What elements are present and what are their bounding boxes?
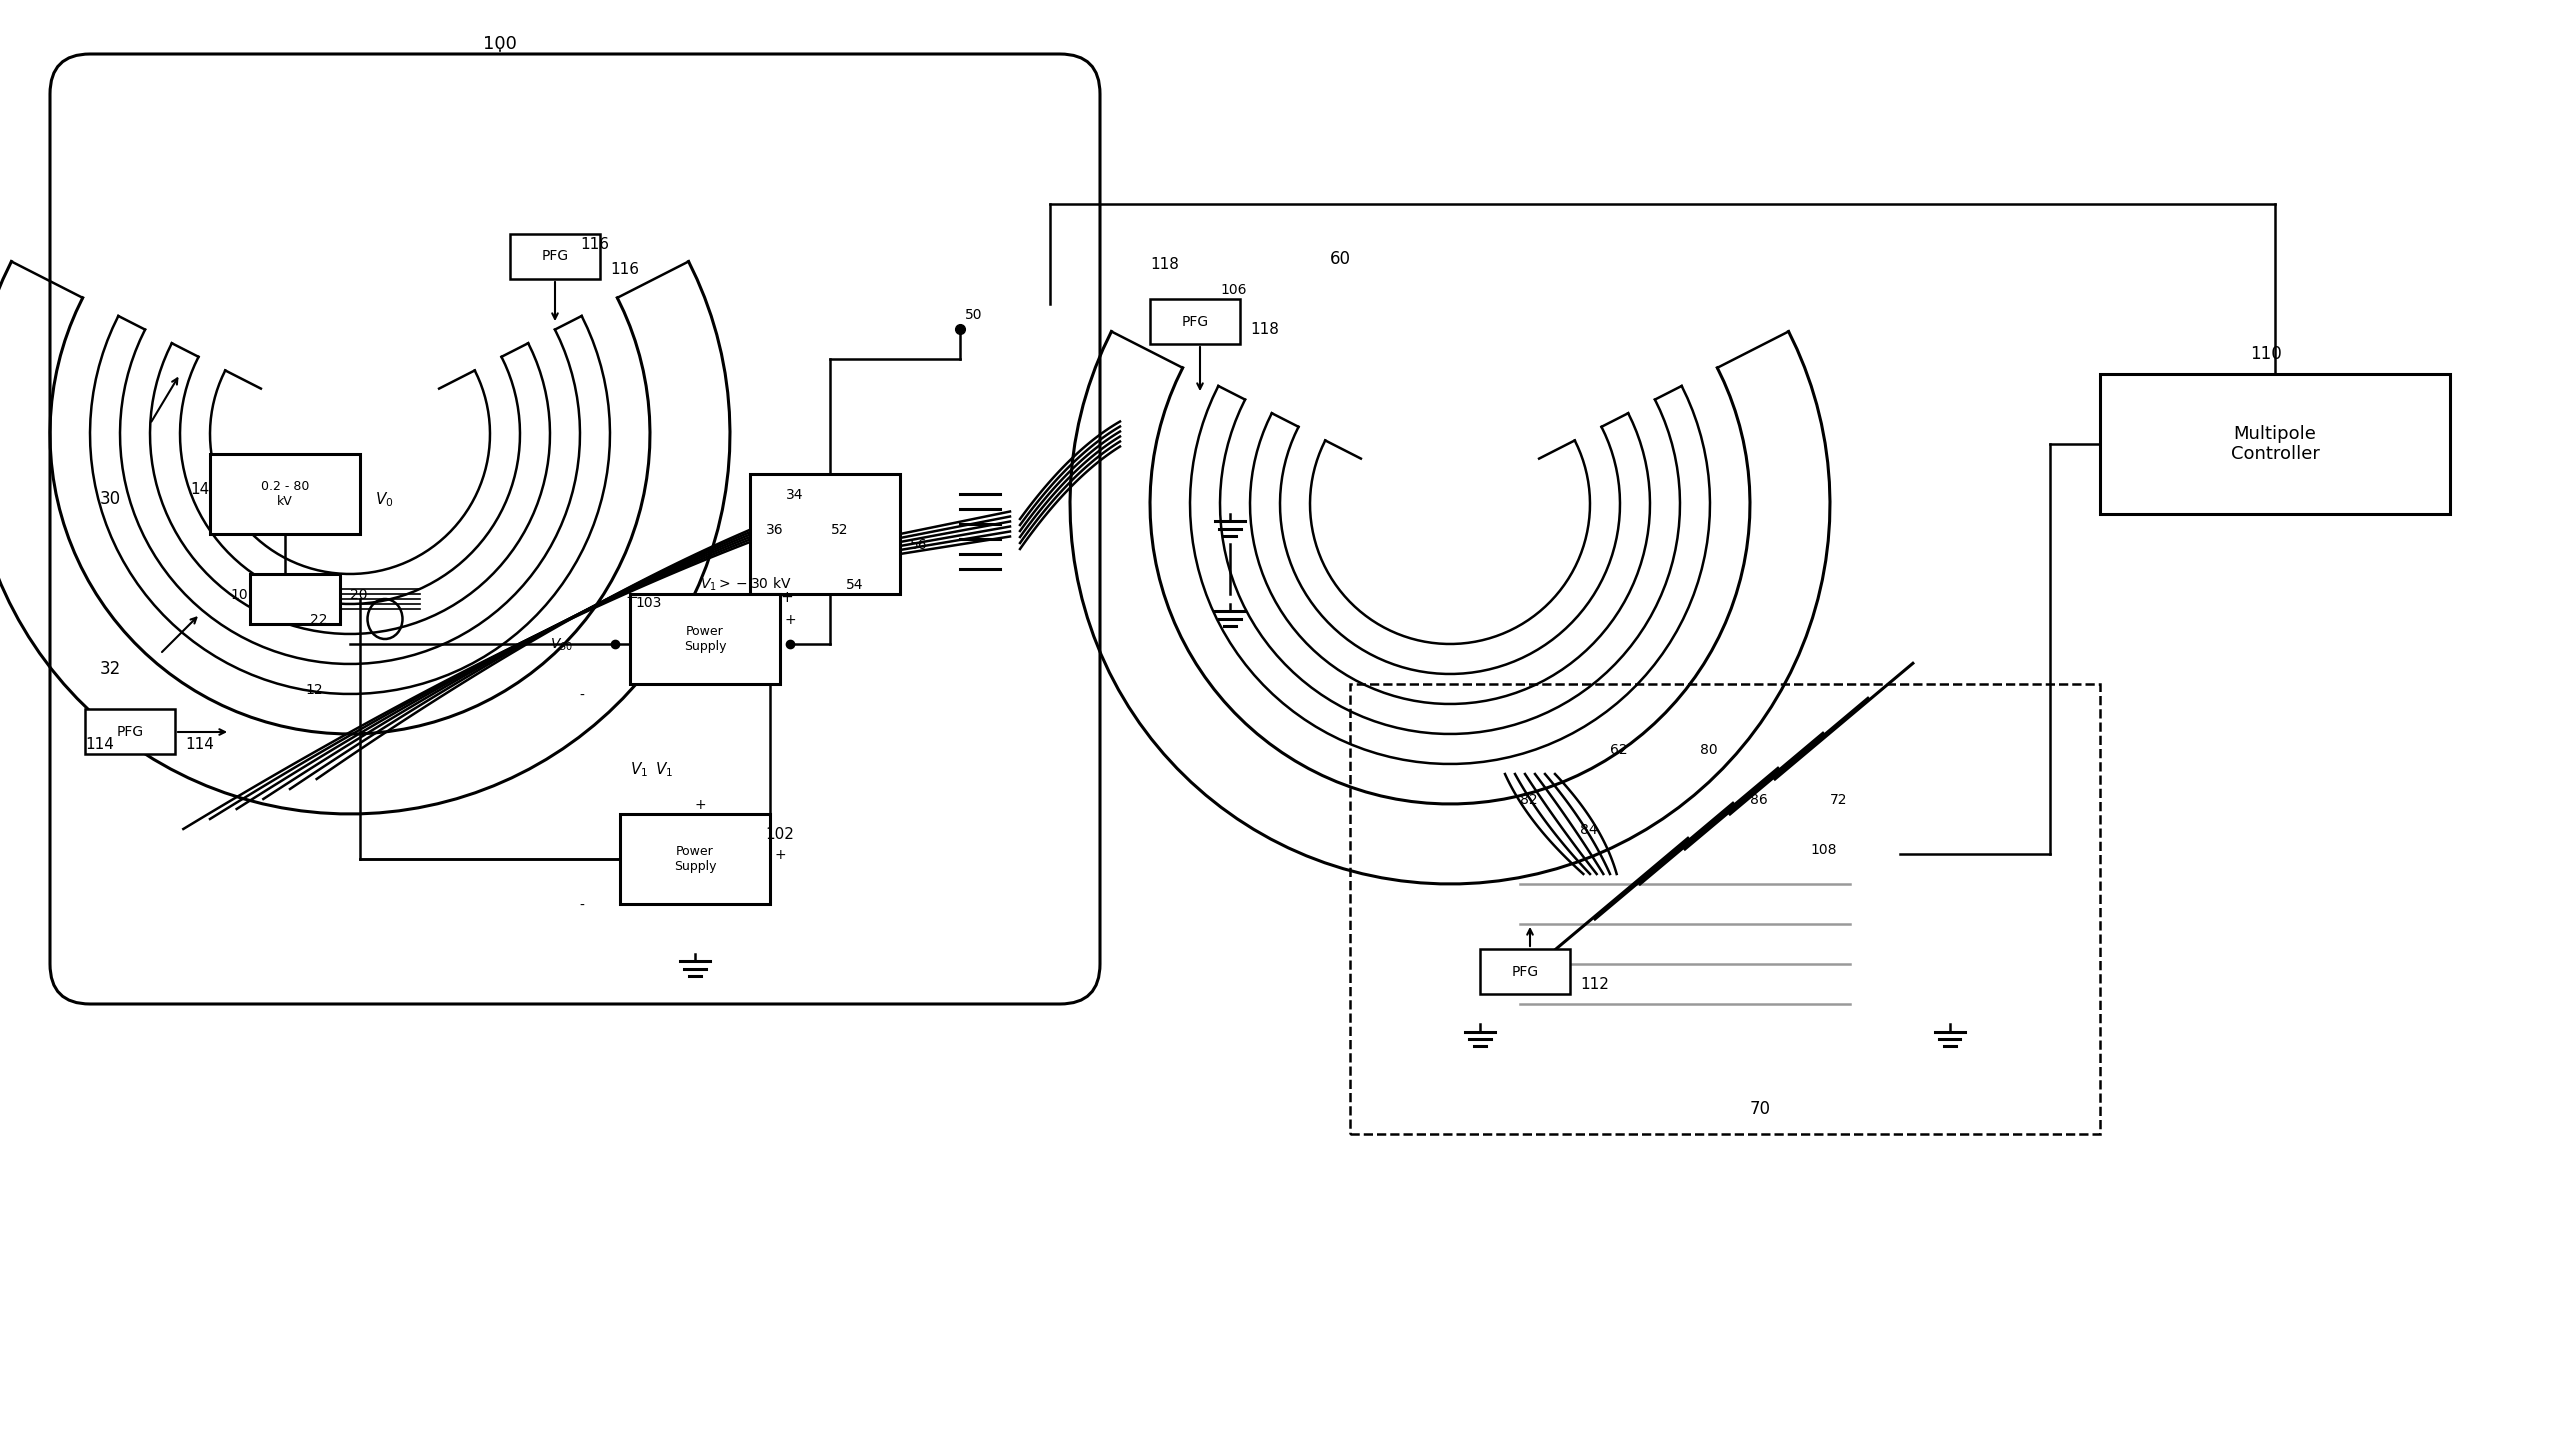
Bar	[1481, 949, 1571, 995]
Text: 102: 102	[765, 827, 793, 842]
Bar	[510, 234, 600, 279]
Text: 106: 106	[1221, 284, 1246, 297]
Bar	[211, 454, 360, 534]
Text: Multipole
Controller: Multipole Controller	[2230, 425, 2320, 464]
Text: 118: 118	[1151, 257, 1179, 272]
Bar	[85, 710, 175, 755]
Text: -: -	[579, 688, 590, 702]
Bar	[1349, 683, 2101, 1134]
Text: 116: 116	[610, 262, 639, 278]
Text: 72: 72	[1831, 792, 1846, 807]
Bar	[1151, 300, 1241, 345]
Text: 0.2 - 80
kV: 0.2 - 80 kV	[260, 480, 309, 507]
Text: +: +	[775, 848, 785, 862]
Text: 86: 86	[1751, 792, 1769, 807]
Text: 50: 50	[966, 308, 984, 321]
Text: 14: 14	[191, 481, 209, 497]
Text: 30: 30	[100, 490, 121, 507]
Text: 32: 32	[100, 660, 121, 678]
Text: 114: 114	[85, 737, 113, 752]
Text: +: +	[695, 798, 706, 811]
Text: 22: 22	[309, 614, 327, 627]
Text: -: -	[281, 528, 286, 542]
Text: -: -	[579, 899, 595, 912]
Text: +: +	[785, 614, 796, 627]
Text: 80: 80	[1700, 743, 1718, 758]
Text: +: +	[780, 590, 793, 605]
Text: 108: 108	[1810, 843, 1836, 856]
Text: $V_0$: $V_0$	[376, 490, 394, 509]
Text: 82: 82	[1519, 792, 1537, 807]
Text: PFG: PFG	[541, 250, 569, 263]
Text: $V_{S0}$: $V_{S0}$	[551, 637, 574, 653]
Bar	[631, 595, 780, 683]
Text: PFG: PFG	[116, 724, 144, 739]
Text: 112: 112	[1581, 977, 1609, 992]
Text: 34: 34	[785, 489, 803, 502]
Text: PFG: PFG	[1512, 964, 1537, 979]
Text: $V_1$: $V_1$	[654, 760, 672, 779]
Text: $V_1 > -30$ kV: $V_1 > -30$ kV	[700, 576, 791, 593]
Text: Power
Supply: Power Supply	[675, 845, 716, 872]
Text: 114: 114	[185, 737, 214, 752]
Text: 60: 60	[1331, 250, 1352, 268]
Bar	[749, 474, 901, 595]
Text: 20: 20	[350, 587, 368, 602]
Text: −: −	[626, 590, 639, 605]
Text: 103: 103	[636, 596, 662, 611]
Text: 12: 12	[304, 683, 322, 696]
Bar	[621, 814, 770, 904]
Text: 52: 52	[832, 523, 850, 537]
Text: $V_1$: $V_1$	[631, 760, 649, 779]
Text: 36: 36	[767, 523, 783, 537]
Text: 10: 10	[229, 587, 247, 602]
Bar	[250, 574, 340, 624]
Text: 116: 116	[579, 237, 610, 252]
Text: 62: 62	[1609, 743, 1627, 758]
Text: Power
Supply: Power Supply	[685, 625, 726, 653]
FancyBboxPatch shape	[49, 54, 1100, 1005]
Bar	[2101, 374, 2449, 515]
Text: 84: 84	[1581, 823, 1596, 838]
Text: 70: 70	[1751, 1101, 1772, 1118]
Text: 100: 100	[484, 35, 518, 52]
Text: 54: 54	[847, 579, 863, 592]
Text: 118: 118	[1249, 321, 1280, 337]
Text: PFG: PFG	[1182, 314, 1208, 329]
Text: 56: 56	[909, 538, 927, 553]
Text: 110: 110	[2251, 345, 2281, 364]
